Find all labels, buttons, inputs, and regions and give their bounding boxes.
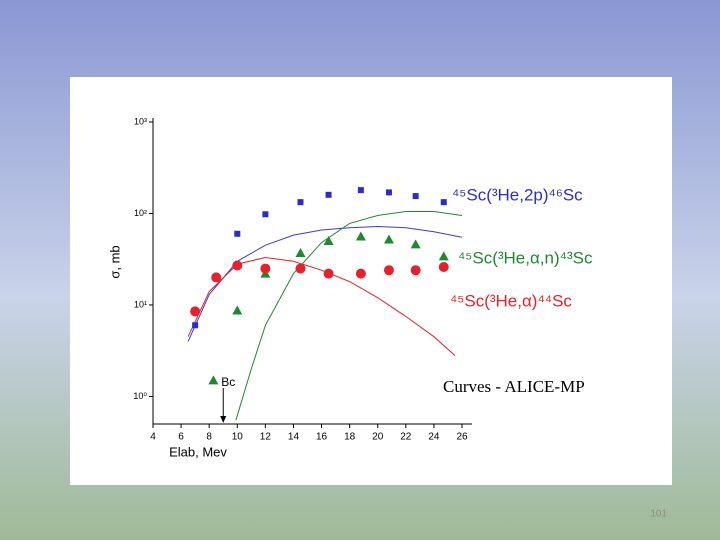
data-point [357, 187, 364, 194]
data-point [232, 305, 243, 315]
data-point [295, 247, 306, 257]
arrow-head [220, 416, 227, 423]
data-point [295, 263, 306, 274]
data-point [323, 236, 334, 246]
y-tick-label: 10² [134, 208, 147, 218]
series-label: ⁴⁵Sc(³He,2p)⁴⁶Sc [452, 185, 583, 204]
data-point [438, 251, 449, 261]
data-point [325, 191, 332, 198]
model-curve [187, 225, 463, 342]
data-point [234, 230, 241, 237]
data-point [260, 263, 271, 274]
x-axis-label: Elab, Mev [169, 444, 227, 459]
x-tick-label: 4 [150, 432, 156, 443]
x-tick-label: 6 [178, 432, 184, 443]
x-tick-label: 18 [344, 432, 356, 443]
chart-panel [70, 77, 672, 485]
y-tick-label: 10³ [134, 116, 147, 126]
data-point [211, 272, 222, 283]
y-axis-label: σ, mb [107, 245, 122, 278]
annotation: Curves - ALICE-MP [443, 377, 585, 396]
x-tick-label: 16 [316, 432, 328, 443]
data-point [355, 231, 366, 241]
data-point [232, 260, 243, 271]
series-label: ⁴⁵Sc(³He,α)⁴⁴Sc [450, 291, 572, 310]
data-point [192, 322, 199, 329]
x-tick-label: 22 [400, 432, 412, 443]
data-point [385, 189, 392, 196]
y-tick-label: 10⁰ [133, 391, 147, 401]
x-tick-label: 24 [428, 432, 440, 443]
data-point [440, 199, 447, 206]
model-curve [187, 256, 456, 356]
data-point [262, 211, 269, 218]
model-curve [235, 211, 463, 421]
x-tick-label: 26 [456, 432, 468, 443]
data-point [323, 268, 334, 279]
series-label: ⁴⁵Sc(³He,α,n)⁴³Sc [458, 248, 593, 267]
data-point [208, 375, 219, 385]
x-tick-label: 12 [260, 432, 272, 443]
slide-number: 101 [650, 509, 667, 520]
data-point [383, 265, 394, 276]
x-tick-label: 14 [288, 432, 300, 443]
x-tick-label: 10 [232, 432, 244, 443]
data-point [410, 265, 421, 276]
data-point [190, 306, 201, 317]
x-tick-label: 8 [206, 432, 212, 443]
data-point [355, 268, 366, 279]
annotation: Bc [221, 375, 235, 389]
data-point [383, 234, 394, 244]
y-tick-label: 10¹ [134, 299, 147, 309]
data-point [438, 262, 449, 273]
data-point [410, 239, 421, 249]
data-point [297, 199, 304, 206]
data-point [412, 193, 419, 200]
x-tick-label: 20 [372, 432, 384, 443]
